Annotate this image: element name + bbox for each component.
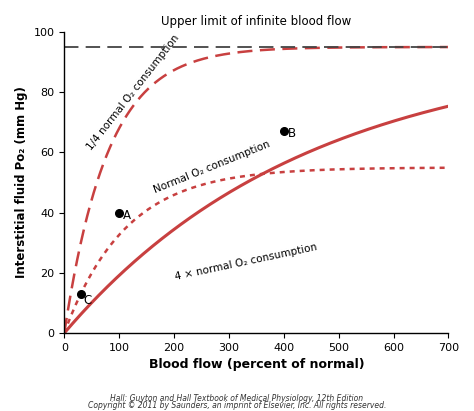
Text: 4 × normal O₂ consumption: 4 × normal O₂ consumption (174, 242, 318, 282)
Text: B: B (288, 127, 296, 140)
Text: C: C (83, 294, 91, 307)
Text: Normal O₂ consumption: Normal O₂ consumption (152, 139, 271, 194)
Y-axis label: Interstitial fluid Po₂ (mm Hg): Interstitial fluid Po₂ (mm Hg) (15, 87, 28, 278)
Text: Hall: Guyton and Hall Textbook of Medical Physiology, 12th Edition: Hall: Guyton and Hall Textbook of Medica… (110, 394, 364, 403)
Text: 1/4 normal O₂ consumption: 1/4 normal O₂ consumption (85, 33, 181, 152)
Text: A: A (122, 209, 130, 222)
X-axis label: Blood flow (percent of normal): Blood flow (percent of normal) (148, 358, 364, 372)
Text: Copyright © 2011 by Saunders, an imprint of Elsevier, Inc. All rights reserved.: Copyright © 2011 by Saunders, an imprint… (88, 401, 386, 410)
Title: Upper limit of infinite blood flow: Upper limit of infinite blood flow (161, 15, 352, 28)
